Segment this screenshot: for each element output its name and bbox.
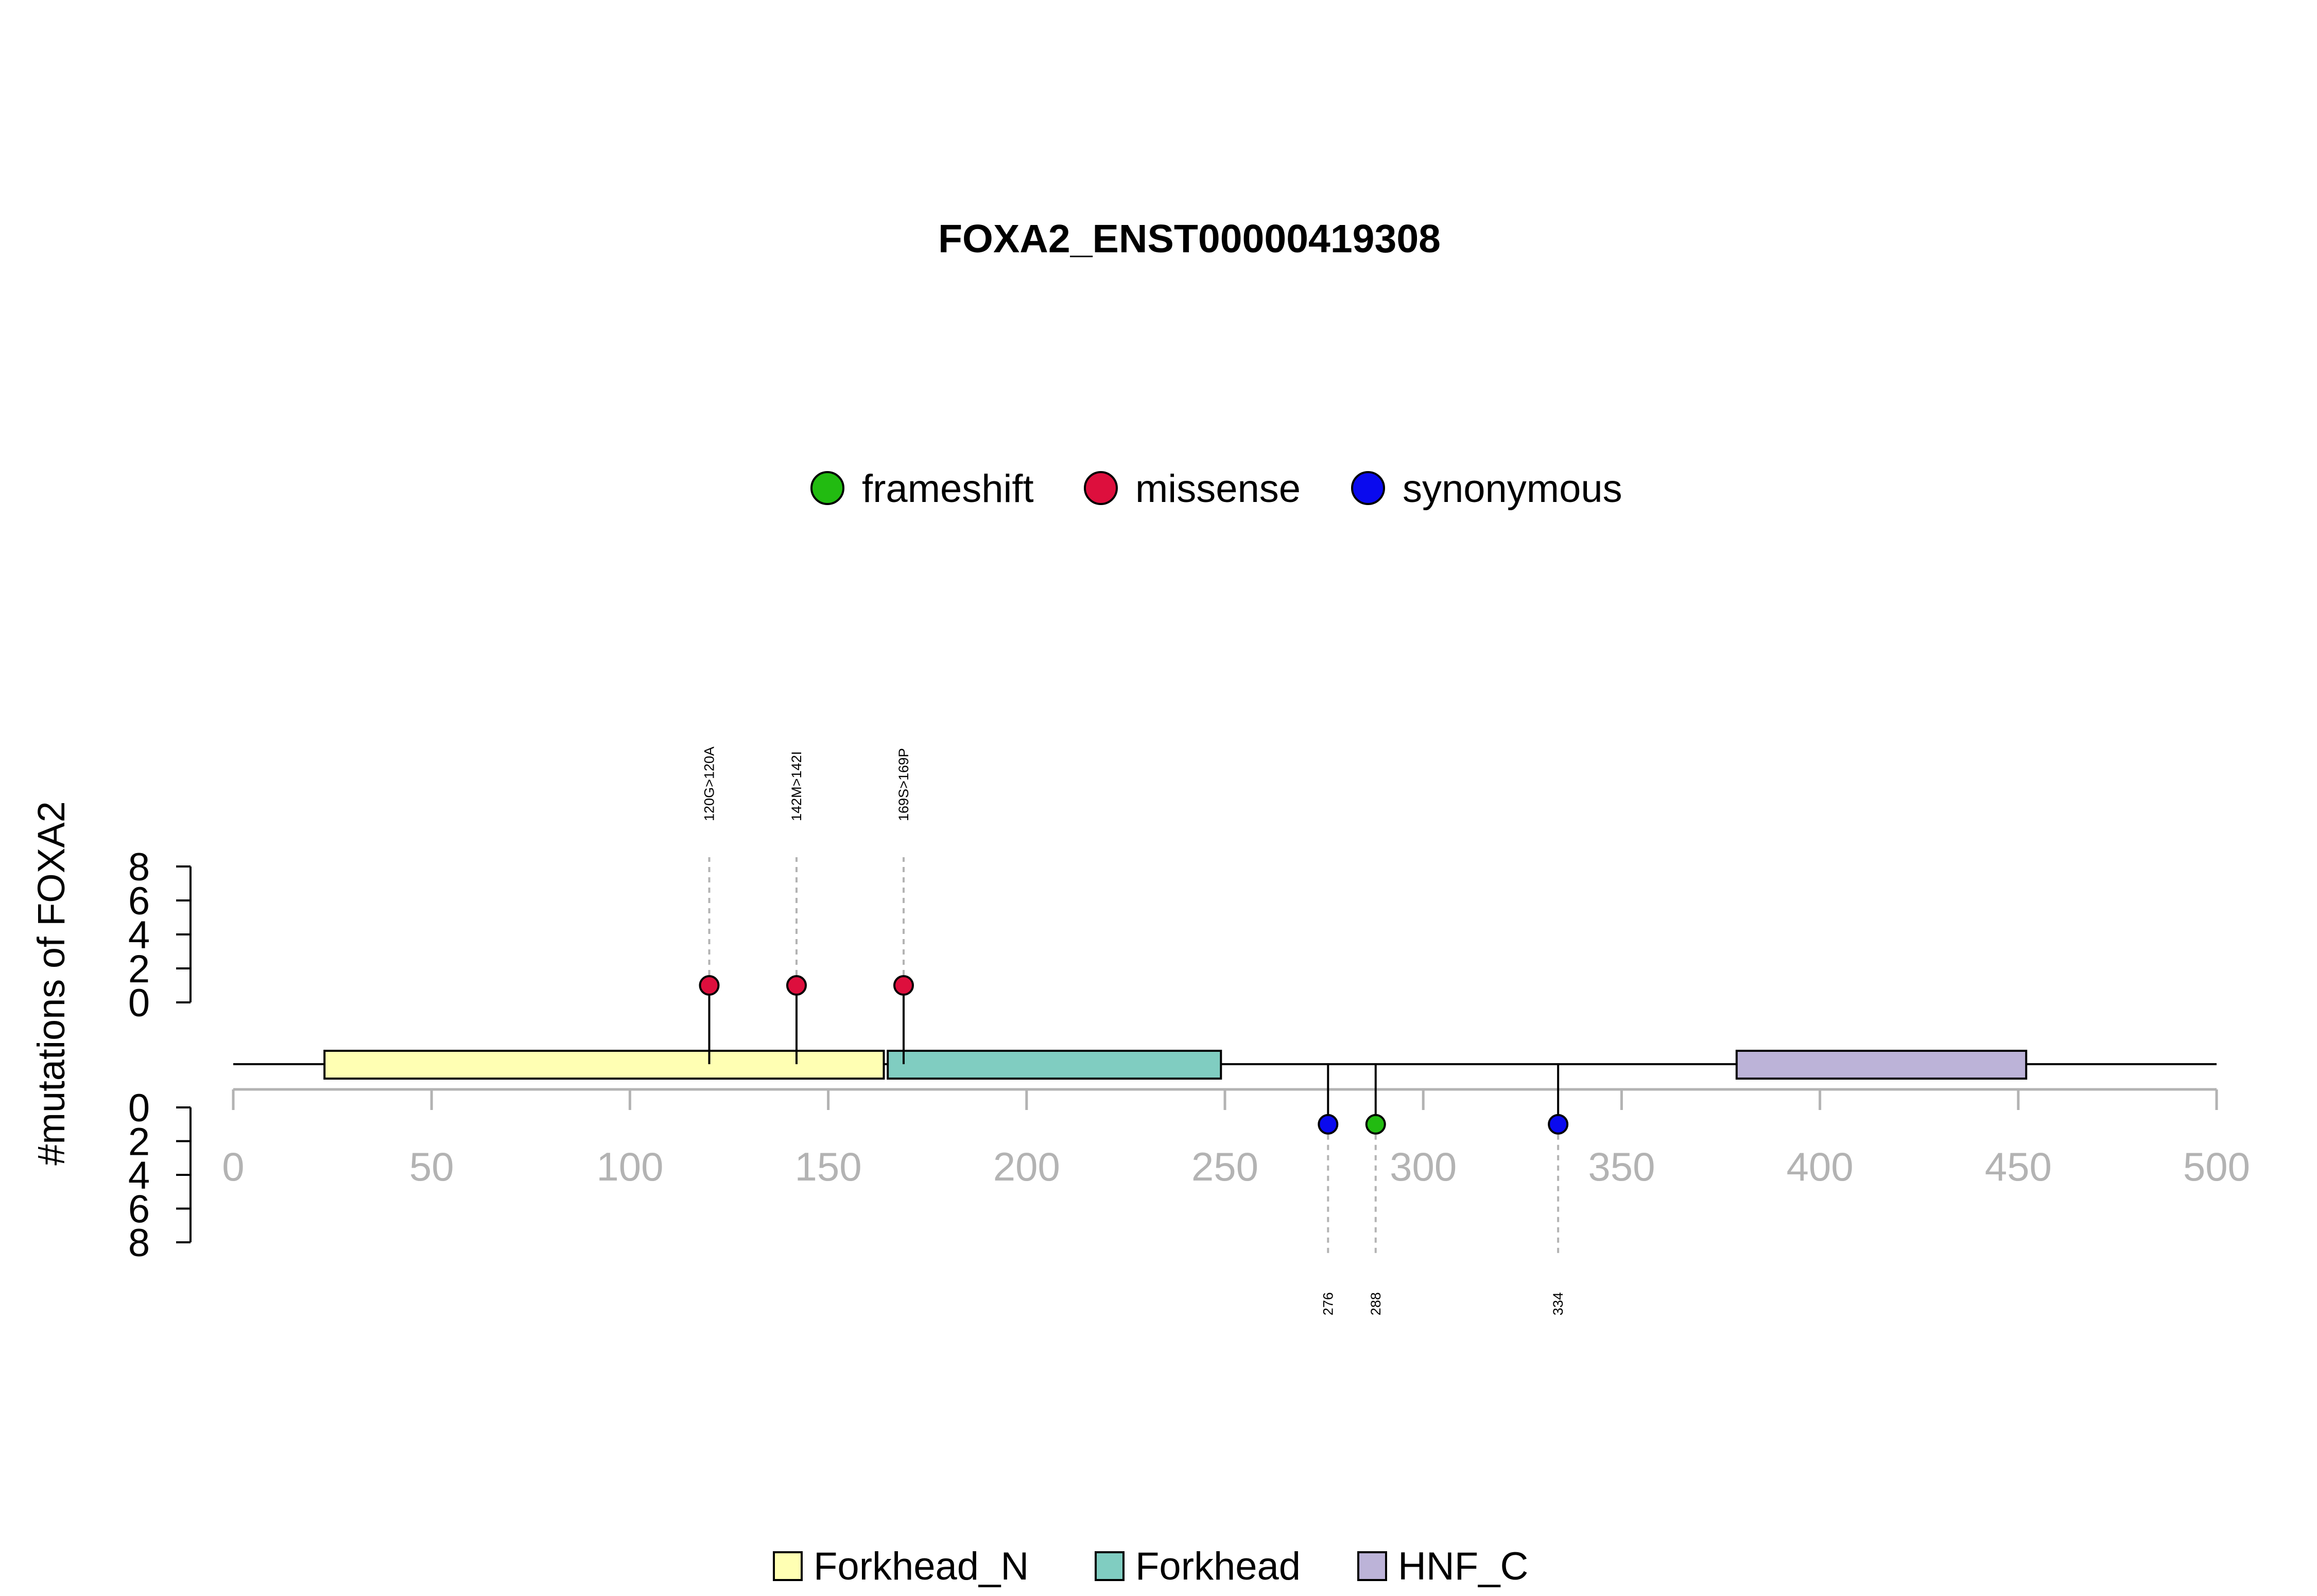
lower-y-tick-label: 8 [128,1221,150,1265]
lower-y-tick-label: 6 [128,1188,150,1231]
domain-legend-swatch [773,1551,803,1581]
mutation-label: 288 [1368,1292,1384,1315]
domain-legend: Forkhead_N Forkhead HNF_C [773,1545,1528,1588]
legend-marker-synonymous [1351,471,1385,505]
x-axis: 0 50 100 150 200 250 300 350 400 450 500 [222,1088,2250,1189]
x-tick-label: 200 [993,1144,1060,1189]
lower-y-tick-label: 2 [128,1120,150,1164]
upper-y-tick-label: 4 [128,913,150,957]
y-axis-label: #mutations of FOXA2 [30,801,73,1165]
mutation-type-legend: frameshift missense synonymous [810,467,1622,511]
legend-label-synonymous: synonymous [1403,467,1622,511]
legend-label-missense: missense [1135,467,1301,511]
mutation-label: 334 [1550,1292,1566,1315]
x-tick-label: 0 [222,1144,244,1189]
mutation-point-missense [893,975,914,996]
upper-y-tick-label: 0 [128,981,150,1025]
mutation-label: 120G>120A [701,747,717,821]
domain-forkhead-n [323,1050,885,1080]
legend-label-frameshift: frameshift [862,467,1034,511]
protein-domains [323,1050,2028,1080]
domain-legend-label: Forkhead_N [814,1545,1029,1588]
chart-title: FOXA2_ENST00000419308 [938,217,1441,261]
x-tick-label: 400 [1787,1144,1854,1189]
domain-legend-swatch [1357,1551,1387,1581]
x-tick-label: 350 [1588,1144,1655,1189]
domain-forkhead [887,1050,1222,1080]
domain-hnf-c [1735,1050,2028,1080]
mutation-point-frameshift [1365,1114,1386,1135]
mutation-lollipops: 120G>120A 142M>142I 169S>169P 276 288 334 [699,747,1569,1315]
mutation-label: 276 [1320,1292,1336,1315]
upper-y-tick-label: 6 [128,879,150,923]
x-tick-label: 100 [596,1144,663,1189]
x-tick-label: 450 [1985,1144,2052,1189]
mutation-point-synonymous [1318,1114,1339,1135]
upper-y-tick-label: 8 [128,845,150,889]
legend-marker-missense [1084,471,1118,505]
lower-y-tick-label: 4 [128,1154,150,1198]
x-tick-label: 500 [2183,1144,2250,1189]
domain-legend-label: Forkhead [1135,1545,1301,1588]
lower-y-tick-label: 0 [128,1086,150,1130]
mutation-label: 169S>169P [896,748,911,821]
mutation-point-synonymous [1548,1114,1569,1135]
domain-legend-swatch [1095,1551,1125,1581]
x-tick-label: 150 [795,1144,862,1189]
domain-legend-label: HNF_C [1398,1545,1528,1588]
mutation-point-missense [699,975,720,996]
x-tick-label: 250 [1191,1144,1258,1189]
legend-marker-frameshift [810,471,844,505]
x-tick-label: 50 [409,1144,454,1189]
mutation-point-missense [786,975,807,996]
upper-y-tick-label: 2 [128,947,150,991]
x-tick-label: 300 [1390,1144,1457,1189]
mutation-label: 142M>142I [789,751,804,821]
